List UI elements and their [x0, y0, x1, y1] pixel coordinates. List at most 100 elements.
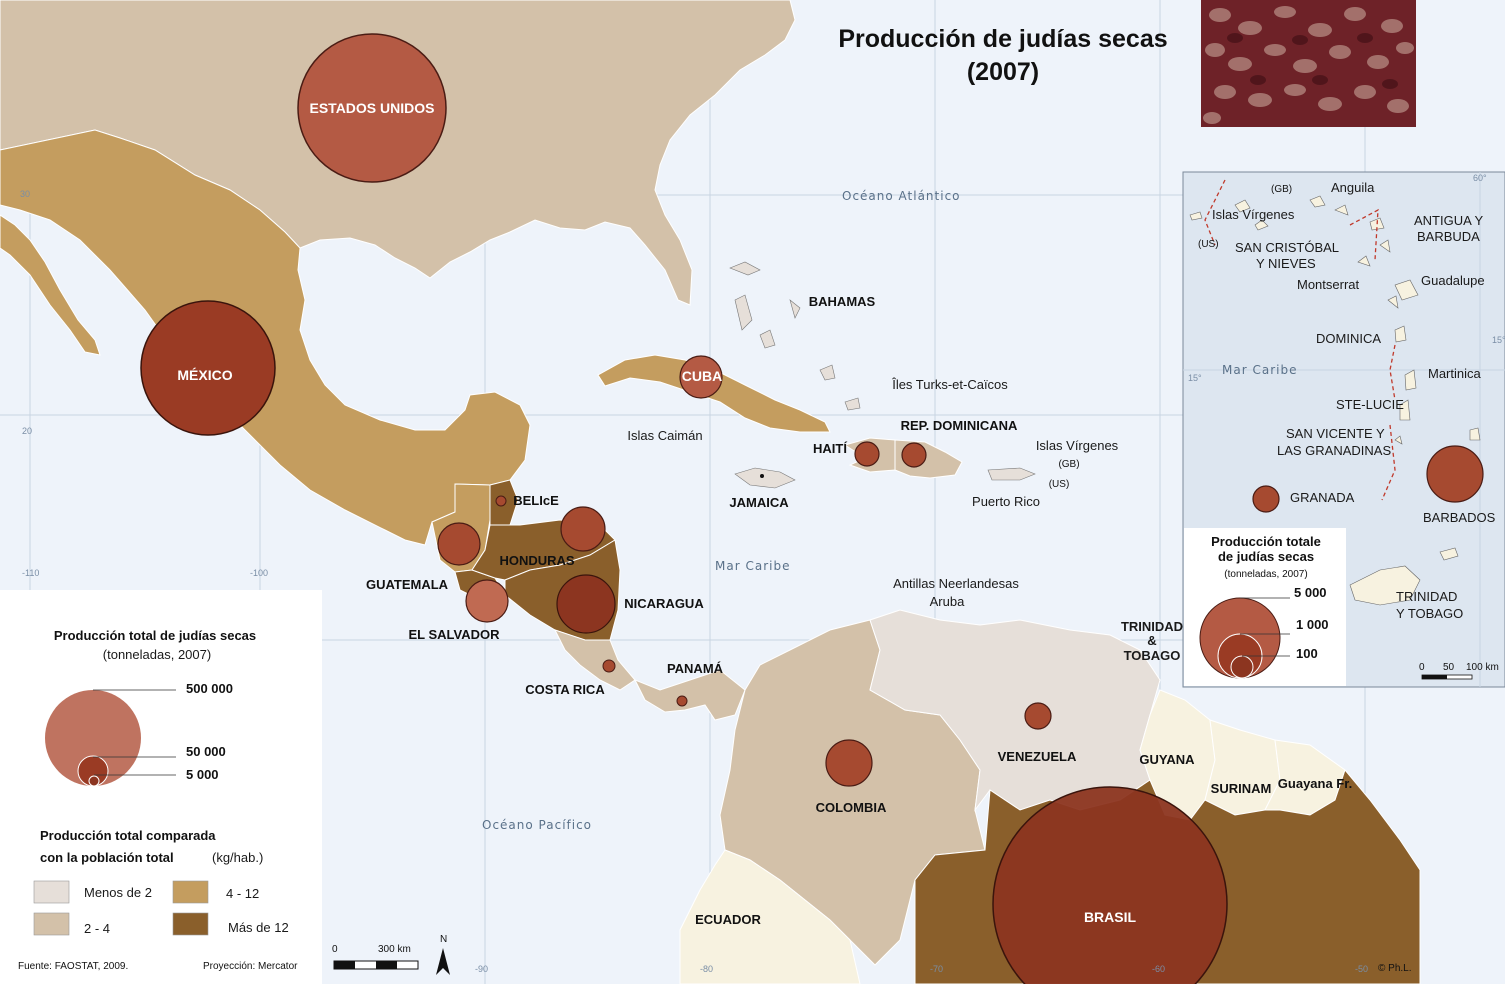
jamaica-dot	[760, 474, 764, 478]
label-bahamas: BAHAMAS	[809, 294, 876, 309]
symbol-dominican-republic[interactable]	[901, 442, 927, 468]
symbol-panama[interactable]	[676, 695, 688, 707]
scale-bar: 0 300 km	[332, 944, 419, 970]
symbol-haiti[interactable]	[854, 441, 880, 467]
svg-text:(tonneladas, 2007): (tonneladas, 2007)	[1224, 569, 1307, 580]
label-trinidad: TRINIDAD	[1121, 619, 1183, 634]
beans-photo	[1201, 0, 1416, 127]
legend-prod-sub: (tonneladas, 2007)	[103, 647, 211, 662]
svg-text:Islas Vírgenes: Islas Vírgenes	[1212, 207, 1295, 222]
symbol-colombia[interactable]	[825, 739, 873, 787]
symbol-usa[interactable]	[297, 33, 447, 183]
symbol-costa-rica[interactable]	[602, 659, 616, 673]
projection-credit: Proyección: Mercator	[203, 961, 298, 972]
label-turks: Îles Turks-et-Caïcos	[891, 377, 1008, 392]
svg-text:BARBADOS: BARBADOS	[1423, 510, 1496, 525]
label-honduras: HONDURAS	[499, 553, 574, 568]
symbol-honduras[interactable]	[560, 506, 606, 552]
copyright-credit: © Ph.L.	[1378, 963, 1412, 974]
svg-text:SAN VICENTE Y: SAN VICENTE Y	[1286, 426, 1385, 441]
svg-text:GRANADA: GRANADA	[1290, 490, 1355, 505]
svg-text:-60: -60	[1152, 964, 1165, 974]
country-ecuador[interactable]	[679, 849, 861, 984]
svg-text:Y TOBAGO: Y TOBAGO	[1396, 606, 1463, 621]
svg-text:BARBUDA: BARBUDA	[1417, 229, 1480, 244]
label-puerto-rico: Puerto Rico	[972, 494, 1040, 509]
svg-text:Producción totale: Producción totale	[1211, 534, 1321, 549]
svg-text:5 000: 5 000	[1294, 585, 1327, 600]
legend-class-1: 2 - 4	[84, 921, 110, 936]
svg-text:0: 0	[1419, 662, 1425, 673]
label-cuba: CUBA	[682, 368, 722, 384]
symbol-belize[interactable]	[495, 495, 507, 507]
label-virgin-us: (US)	[1049, 479, 1070, 490]
svg-text:LAS GRANADINAS: LAS GRANADINAS	[1277, 443, 1391, 458]
country-jamaica[interactable]	[734, 467, 796, 489]
legend-class-3: Más de 12	[228, 920, 289, 935]
symbol-cuba[interactable]	[679, 355, 723, 399]
symbol-brasil[interactable]	[992, 786, 1228, 984]
svg-text:Y NIEVES: Y NIEVES	[1256, 256, 1316, 271]
svg-text:Mar Caribe: Mar Caribe	[1222, 363, 1297, 377]
label-guyane: Guayana Fr.	[1278, 776, 1352, 791]
svg-text:100: 100	[1296, 646, 1318, 661]
legend-class-2: 4 - 12	[226, 886, 259, 901]
svg-text:Montserrat: Montserrat	[1297, 277, 1360, 292]
symbol-el-salvador[interactable]	[465, 579, 509, 623]
country-puerto-rico[interactable]	[987, 467, 1036, 481]
label-belize: BELIcE	[513, 493, 559, 508]
label-jamaica: JAMAICA	[729, 495, 789, 510]
label-nicaragua: NICARAGUA	[624, 596, 704, 611]
label-atlantic: Océano Atlántico	[842, 189, 961, 203]
svg-text:N: N	[440, 934, 447, 945]
svg-text:Anguila: Anguila	[1331, 180, 1375, 195]
svg-text:1 000: 1 000	[1296, 617, 1329, 632]
symbol-barbados[interactable]	[1426, 445, 1484, 503]
coordinate-labels: 30 20 -110 -100 -90 -80 -70 -60 -50	[20, 189, 1368, 974]
north-arrow: N	[436, 934, 450, 975]
source-credit: Fuente: FAOSTAT, 2009.	[18, 961, 128, 972]
label-ecuador: ECUADOR	[695, 912, 761, 927]
svg-text:-110: -110	[22, 568, 39, 578]
label-brasil: BRASIL	[1084, 909, 1137, 925]
label-venezuela: VENEZUELA	[998, 749, 1077, 764]
country-panama[interactable]	[633, 669, 746, 721]
legend-value-500000: 500 000	[186, 681, 233, 696]
svg-text:0: 0	[332, 944, 338, 955]
label-mexico: MÉXICO	[177, 367, 232, 383]
svg-text:STE-LUCIE: STE-LUCIE	[1336, 397, 1404, 412]
country-bahamas[interactable]	[729, 261, 861, 411]
svg-text:(US): (US)	[1198, 239, 1219, 250]
svg-text:SAN CRISTÓBAL: SAN CRISTÓBAL	[1235, 240, 1339, 255]
symbol-guatemala[interactable]	[437, 522, 481, 566]
svg-text:Guadalupe: Guadalupe	[1421, 273, 1485, 288]
legend-swatch-2	[172, 880, 209, 904]
symbol-grenada[interactable]	[1252, 485, 1280, 513]
label-cayman: Islas Caimán	[627, 428, 702, 443]
svg-text:20: 20	[22, 426, 32, 436]
label-panama: PANAMÁ	[667, 661, 724, 676]
symbol-nicaragua[interactable]	[556, 574, 616, 634]
svg-text:-50: -50	[1355, 964, 1368, 974]
label-el-salvador: EL SALVADOR	[408, 627, 500, 642]
legend-prod-title: Producción total de judías secas	[54, 628, 256, 643]
svg-text:TRINIDAD: TRINIDAD	[1396, 589, 1457, 604]
legend-swatch-1	[33, 912, 70, 936]
legend-ratio-unit: (kg/hab.)	[212, 850, 263, 865]
legend-ratio-title-2: con la población total	[40, 850, 174, 865]
label-virgin: Islas Vírgenes	[1036, 438, 1119, 453]
symbol-venezuela[interactable]	[1024, 702, 1052, 730]
label-colombia: COLOMBIA	[816, 800, 887, 815]
label-pacific: Océano Pacífico	[482, 818, 592, 832]
label-haiti: HAITÍ	[813, 441, 847, 456]
svg-text:50: 50	[1443, 662, 1455, 673]
label-guyana: GUYANA	[1139, 752, 1195, 767]
legend-ratio-title-1: Producción total comparada	[40, 828, 216, 843]
main-legend: Producción total de judías secas (tonnel…	[0, 590, 322, 984]
map-title-line2: (2007)	[967, 58, 1039, 86]
country-costa-rica[interactable]	[554, 629, 636, 691]
legend-swatch-3	[172, 912, 209, 936]
svg-text:de judías secas: de judías secas	[1218, 549, 1314, 564]
symbol-mexico[interactable]	[140, 300, 276, 436]
